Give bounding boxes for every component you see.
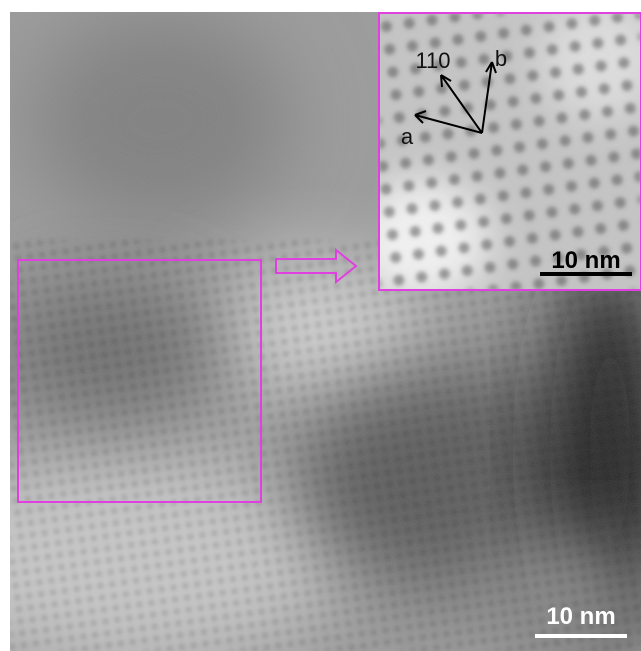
region-box	[17, 259, 262, 503]
scale-bar-label: 10 nm	[551, 247, 620, 274]
scale-bar-label: 10 nm	[546, 603, 615, 630]
inset-border	[378, 12, 641, 291]
lattice-vectors	[414, 61, 497, 134]
scale-bar	[540, 272, 632, 276]
axis-label: a	[401, 124, 414, 149]
inset-image	[379, 13, 641, 290]
axis-label: b	[495, 46, 507, 71]
zoom-arrow	[275, 247, 358, 285]
scale-bar	[535, 634, 627, 638]
direction-label: 110	[415, 48, 450, 73]
